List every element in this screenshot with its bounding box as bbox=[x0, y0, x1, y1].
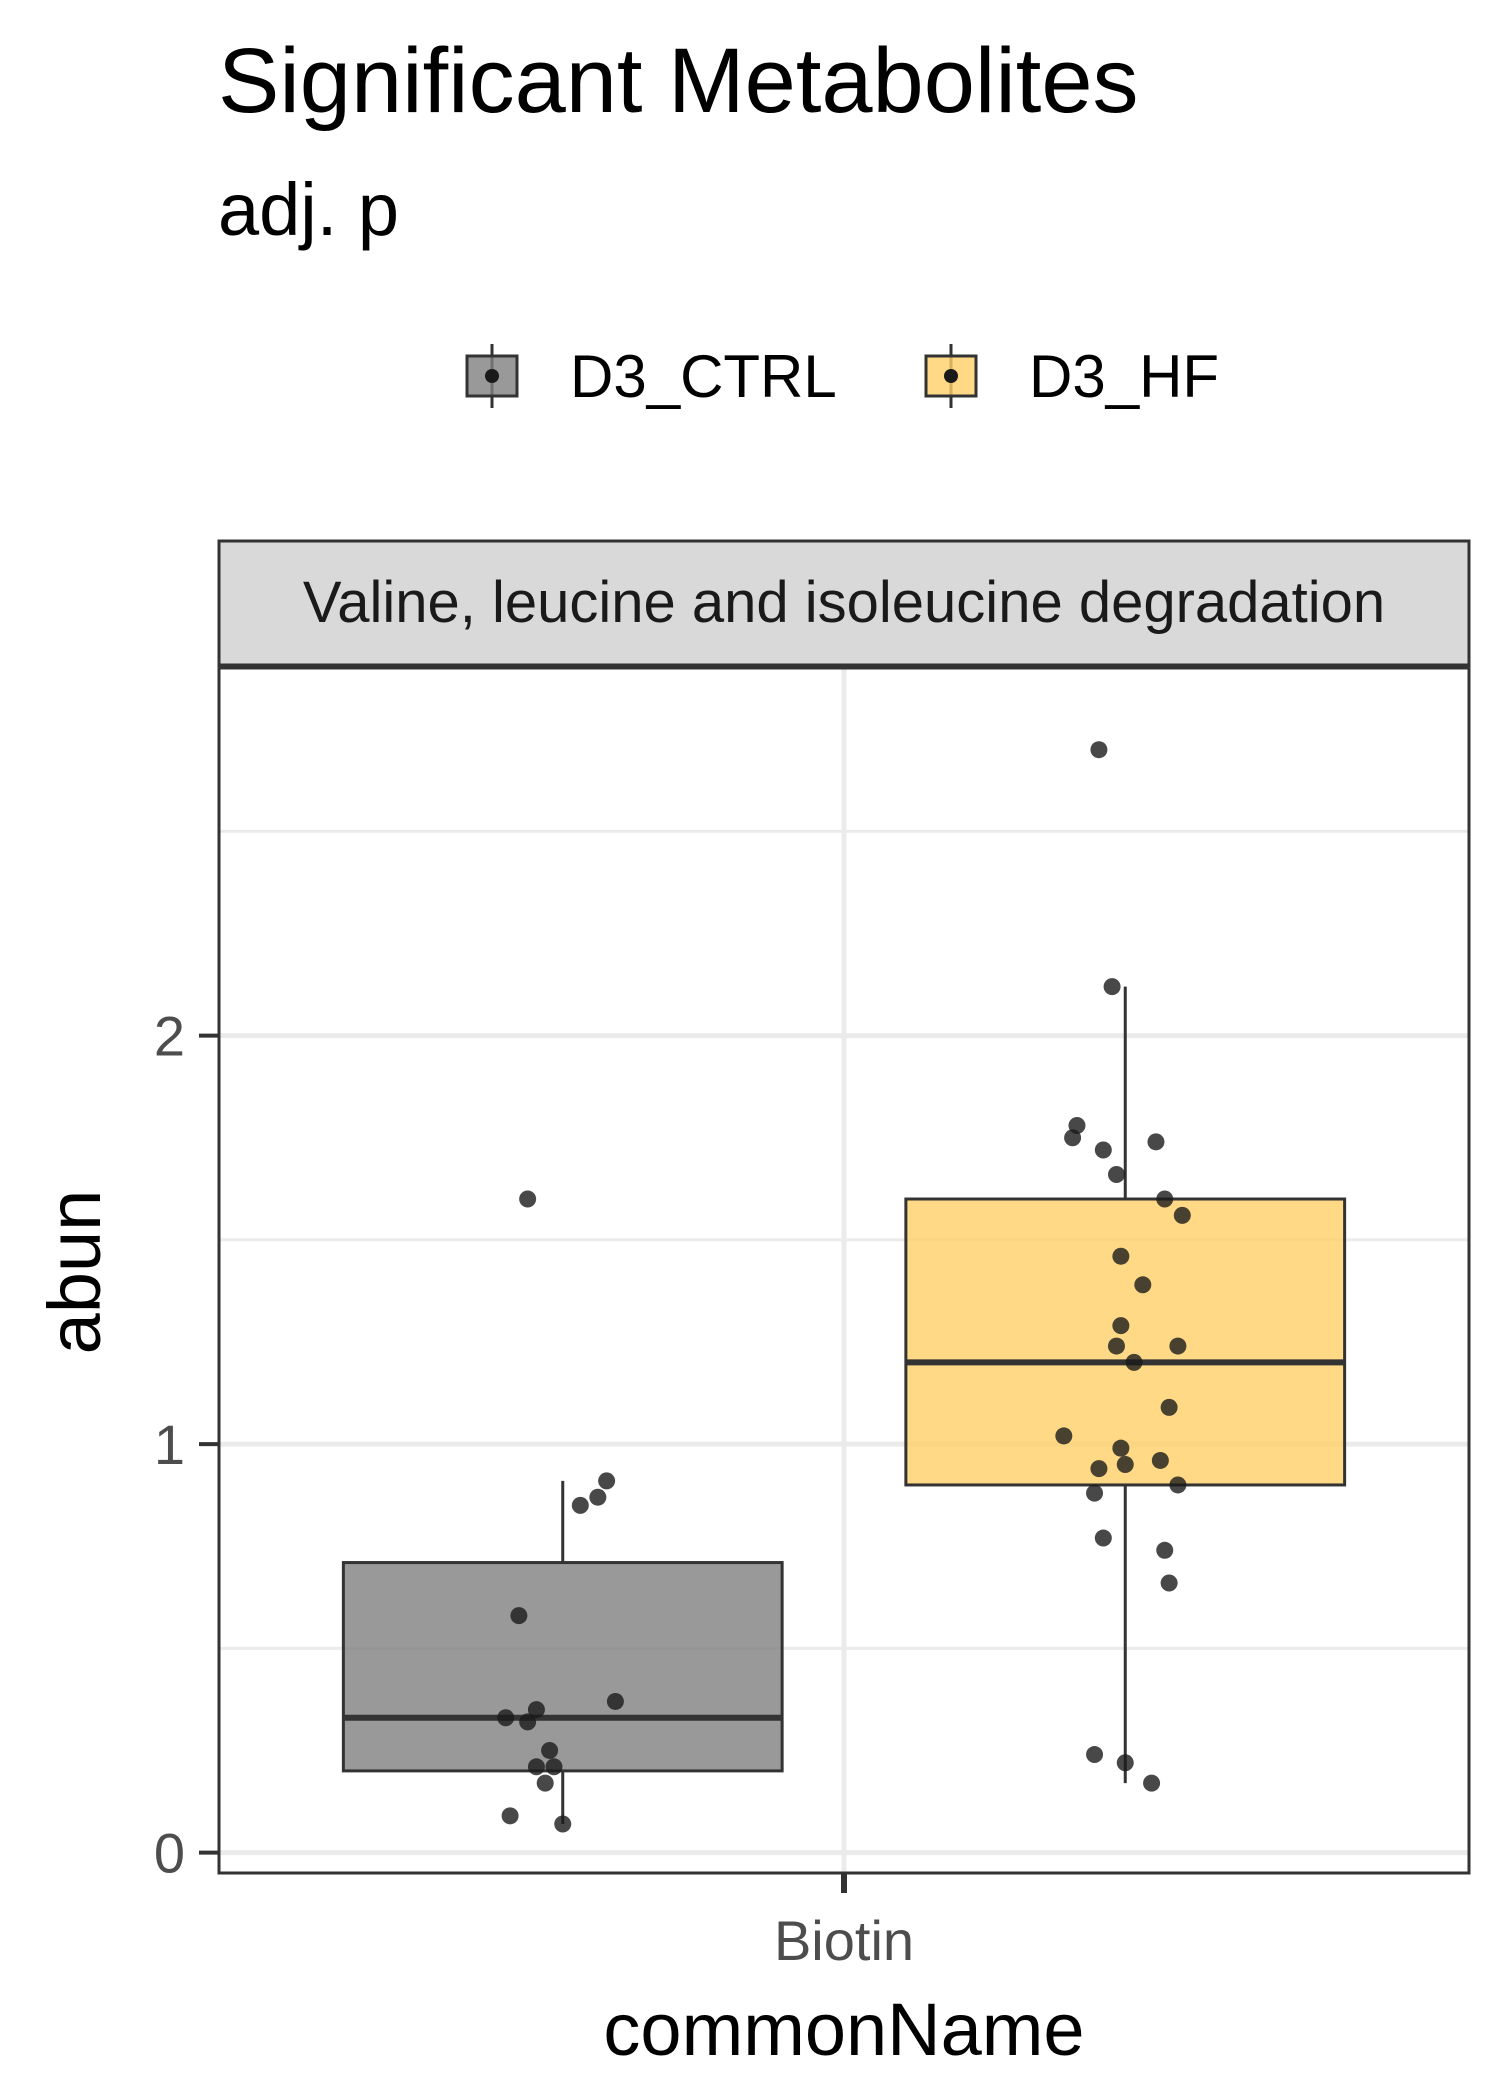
data-point bbox=[1064, 1129, 1082, 1147]
data-point bbox=[1103, 978, 1121, 996]
x-tick-label: Biotin bbox=[774, 1909, 914, 1972]
data-point bbox=[1086, 1746, 1104, 1764]
data-point bbox=[589, 1488, 607, 1506]
data-point bbox=[1160, 1398, 1178, 1416]
data-point bbox=[1055, 1427, 1073, 1445]
legend-key-point bbox=[485, 369, 499, 383]
data-points bbox=[497, 741, 1191, 1833]
data-point bbox=[1094, 1529, 1112, 1547]
data-point bbox=[1090, 1460, 1108, 1478]
x-axis-title: commonName bbox=[603, 1988, 1084, 2071]
data-point bbox=[1156, 1541, 1174, 1559]
data-point bbox=[598, 1472, 616, 1490]
data-point bbox=[1116, 1456, 1134, 1474]
data-point bbox=[1107, 1166, 1125, 1184]
legend: D3_CTRL D3_HF bbox=[465, 343, 1219, 410]
box-D3_HF bbox=[904, 1197, 1347, 1487]
data-point bbox=[527, 1701, 545, 1719]
boxes bbox=[341, 986, 1347, 1824]
facet-strip-label: Valine, leucine and isoleucine degradati… bbox=[303, 570, 1385, 635]
data-point bbox=[1134, 1276, 1152, 1294]
data-point bbox=[519, 1190, 537, 1208]
data-point bbox=[606, 1692, 624, 1710]
data-point bbox=[1156, 1190, 1174, 1208]
y-tick-label: 2 bbox=[154, 1005, 185, 1068]
data-point bbox=[1086, 1484, 1104, 1502]
facet-strip bbox=[217, 539, 1471, 668]
y-tick-label: 0 bbox=[154, 1822, 185, 1885]
legend-item-D3_CTRL: D3_CTRL bbox=[465, 343, 837, 410]
grid-lines bbox=[219, 668, 1469, 1873]
data-point bbox=[536, 1774, 554, 1792]
legend-label: D3_CTRL bbox=[570, 343, 837, 410]
data-point bbox=[1112, 1247, 1130, 1265]
data-point bbox=[1169, 1337, 1187, 1355]
plot-panel: Valine, leucine and isoleucine degradati… bbox=[154, 539, 1471, 1972]
data-point bbox=[1143, 1774, 1161, 1792]
data-point bbox=[1151, 1451, 1169, 1469]
legend-item-D3_HF: D3_HF bbox=[924, 343, 1219, 410]
legend-label: D3_HF bbox=[1029, 343, 1219, 410]
data-point bbox=[545, 1758, 563, 1776]
data-point bbox=[1169, 1476, 1187, 1494]
data-point bbox=[1094, 1141, 1112, 1159]
data-point bbox=[527, 1758, 545, 1776]
data-point bbox=[510, 1607, 528, 1625]
chart-subtitle: adj. p bbox=[218, 168, 399, 251]
x-axis: Biotin bbox=[774, 1873, 914, 1972]
y-axis: 0 1 2 bbox=[154, 1005, 219, 1885]
box-D3_CTRL bbox=[341, 1561, 784, 1773]
y-axis-title: abun bbox=[33, 1190, 116, 1355]
data-point bbox=[1107, 1337, 1125, 1355]
data-point bbox=[1112, 1317, 1130, 1335]
data-point bbox=[1147, 1133, 1165, 1151]
chart-title: Significant Metabolites bbox=[218, 30, 1139, 132]
data-point bbox=[554, 1815, 572, 1833]
data-point bbox=[1090, 741, 1108, 759]
data-point bbox=[1112, 1439, 1130, 1457]
data-point bbox=[1160, 1574, 1178, 1592]
data-point bbox=[497, 1709, 515, 1727]
y-tick-label: 1 bbox=[154, 1413, 185, 1476]
data-point bbox=[1116, 1754, 1134, 1772]
data-point bbox=[541, 1741, 559, 1759]
data-point bbox=[571, 1496, 589, 1514]
data-point bbox=[519, 1713, 537, 1731]
data-point bbox=[1125, 1353, 1143, 1371]
data-point bbox=[1173, 1206, 1191, 1224]
data-point bbox=[501, 1807, 519, 1825]
legend-key-point bbox=[944, 369, 958, 383]
